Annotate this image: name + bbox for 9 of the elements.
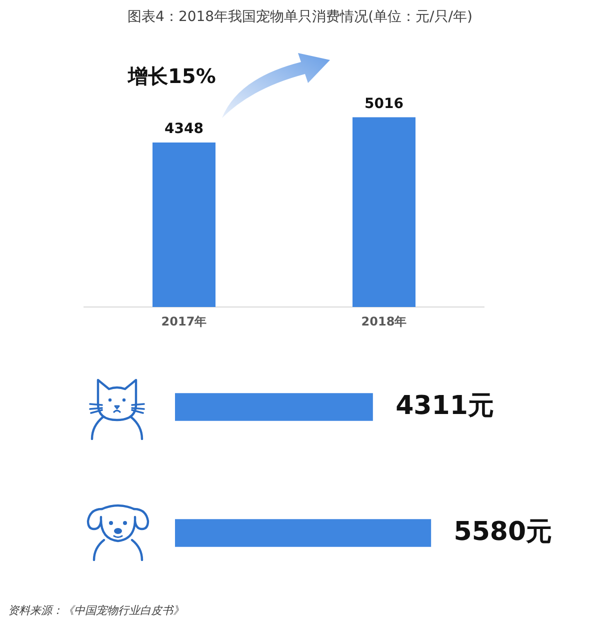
x-tick-label: 2018年 [361, 314, 407, 328]
text: 资料来源：《中国宠物行业白皮书》 [8, 604, 184, 617]
chart-title: 图表4：2018年我国宠物单只消费情况(单位：元/只/年) [126, 8, 474, 26]
data-label: 5580元 [454, 516, 552, 547]
x-tick-label: 2017年 [161, 314, 207, 328]
data-label: 4348 [164, 121, 204, 138]
data-label: 5016 [364, 96, 404, 112]
text: 增长15% [127, 64, 216, 88]
data-label: 4311元 [396, 390, 494, 421]
